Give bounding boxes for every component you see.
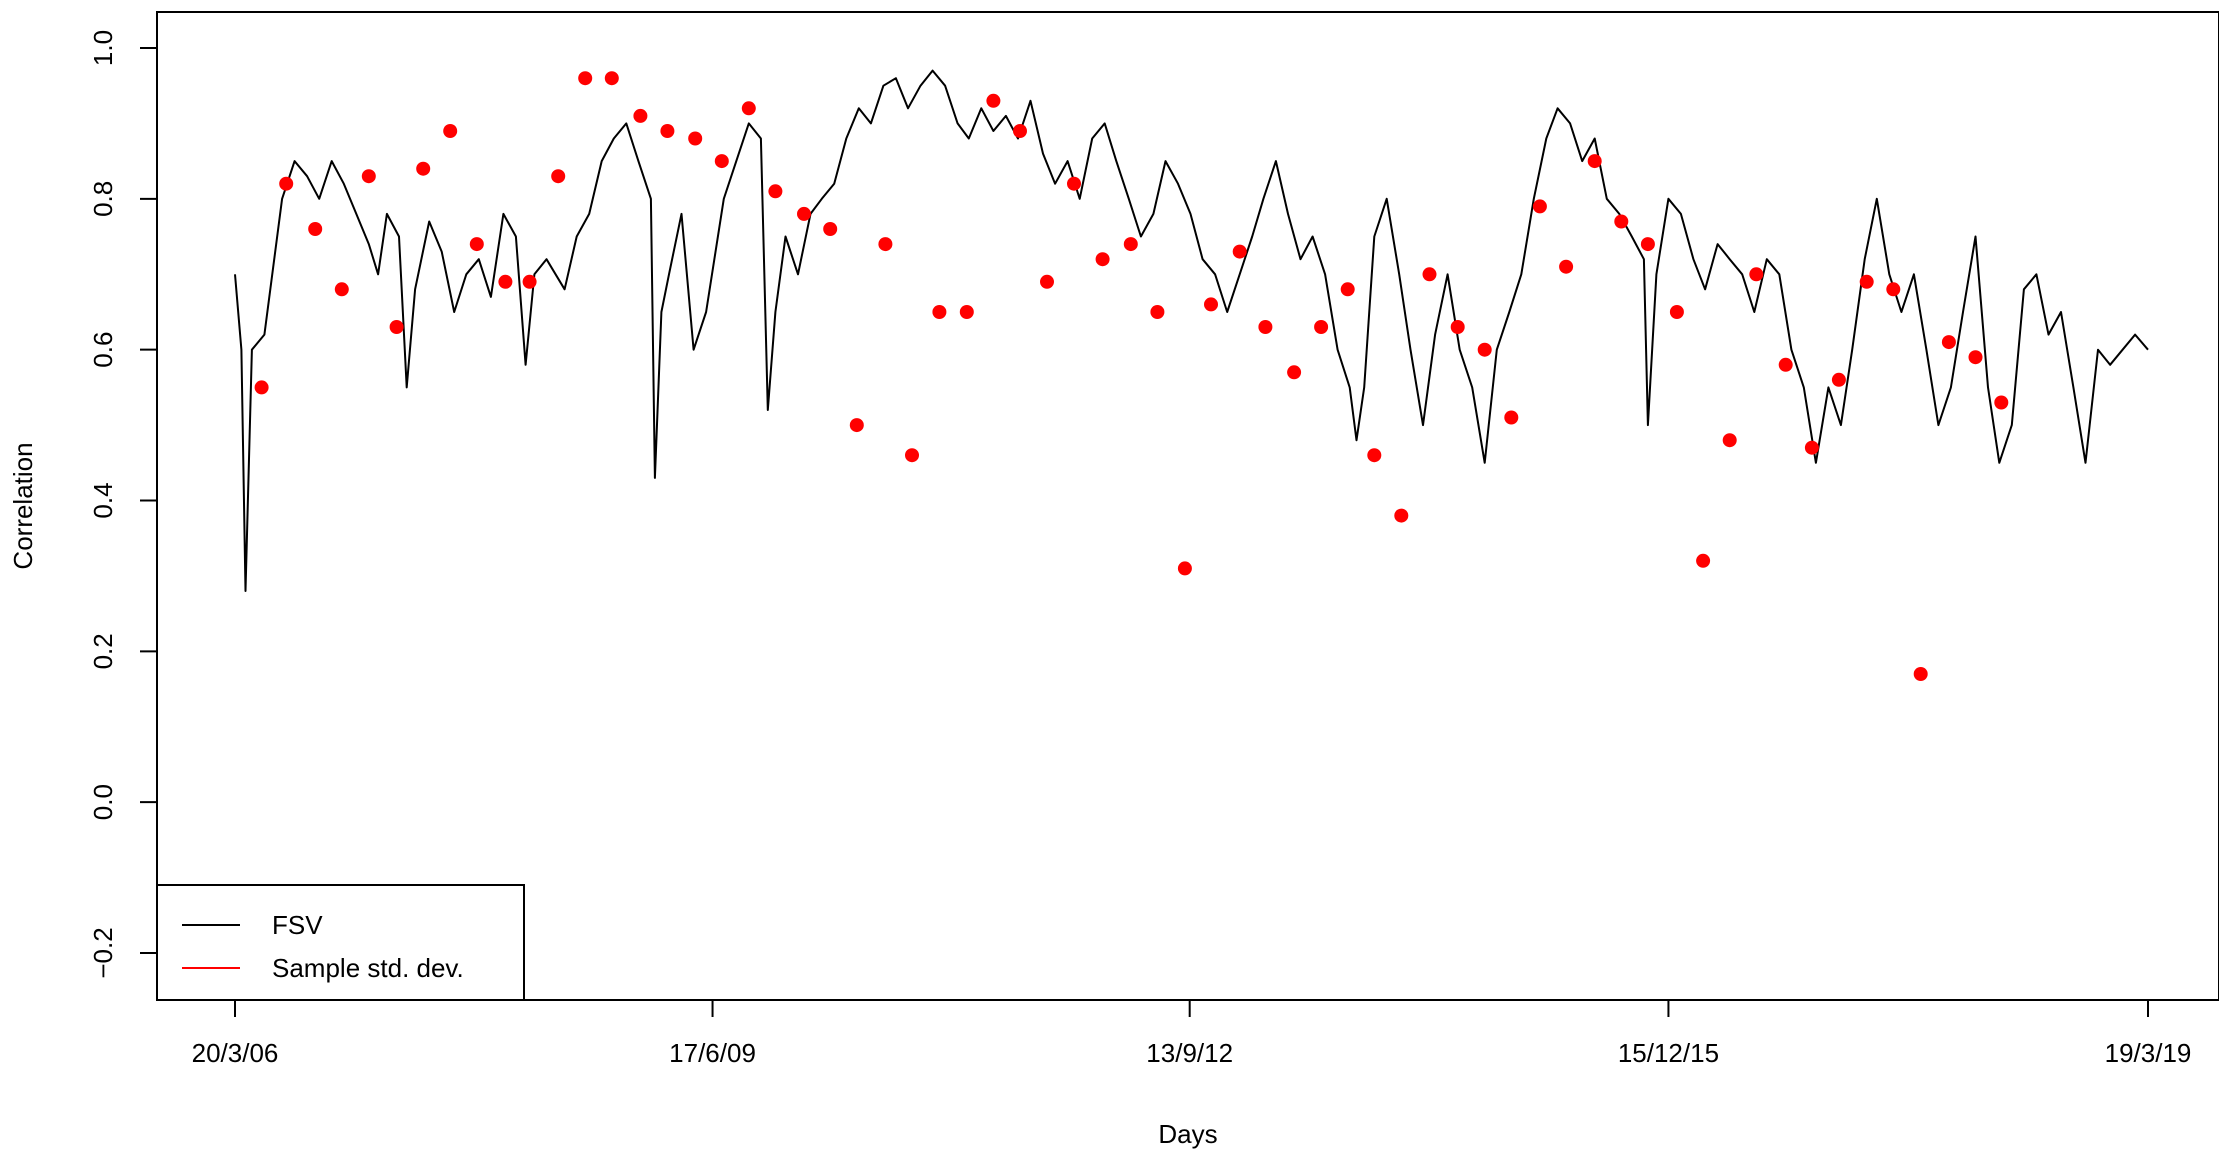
sample-std-dev-point	[1394, 508, 1409, 523]
x-tick-label: 20/3/06	[192, 1038, 279, 1068]
sample-std-dev-point	[1859, 274, 1874, 289]
y-tick-label: 1.0	[88, 30, 118, 66]
series-line-fsv	[234, 69, 2149, 592]
y-tick-label: 0.0	[88, 784, 118, 820]
y-tick-label: 0.4	[88, 482, 118, 518]
x-axis-label: Days	[1158, 1119, 1217, 1149]
sample-std-dev-point	[1340, 282, 1355, 297]
sample-std-dev-point	[986, 93, 1001, 108]
x-tick-label: 15/12/15	[1618, 1038, 1719, 1068]
sample-std-dev-point	[768, 184, 783, 199]
sample-std-dev-point	[1614, 214, 1629, 229]
sample-std-dev-point	[254, 380, 269, 395]
sample-std-dev-point	[714, 154, 729, 169]
sample-std-dev-point	[1831, 372, 1846, 387]
sample-std-dev-point	[443, 124, 458, 138]
sample-std-dev-point	[604, 71, 619, 86]
sample-std-dev-point	[1013, 124, 1027, 138]
sample-std-dev-point	[334, 282, 349, 297]
sample-std-dev-point	[1640, 237, 1655, 252]
sample-std-dev-point	[1177, 561, 1192, 576]
sample-std-dev-point	[688, 131, 703, 146]
sample-std-dev-point	[361, 169, 376, 184]
sample-std-dev-point	[1204, 297, 1218, 312]
sample-std-dev-point	[660, 124, 675, 138]
y-tick-label: 0.6	[88, 332, 118, 368]
sample-std-dev-point	[1587, 154, 1602, 169]
sample-std-dev-point	[932, 305, 947, 319]
y-axis: −0.2 0.0 0.2 0.4 0.6 0.8 1.0	[88, 30, 158, 979]
sample-std-dev-point	[1067, 176, 1081, 191]
legend-label-fsv: FSV	[272, 910, 323, 940]
sample-std-dev-point	[279, 176, 294, 191]
sample-std-dev-point	[1422, 267, 1437, 282]
sample-std-dev-point	[633, 108, 648, 123]
sample-std-dev-point	[959, 305, 974, 319]
sample-std-dev-point	[1669, 305, 1684, 319]
sample-std-dev-point	[741, 101, 756, 116]
y-axis-label: Correlation	[8, 442, 38, 569]
sample-std-dev-point	[1886, 282, 1901, 297]
sample-std-dev-point	[389, 320, 404, 334]
sample-std-dev-point	[1804, 440, 1819, 455]
sample-std-dev-point	[905, 448, 919, 463]
sample-std-dev-point	[1532, 199, 1547, 214]
sample-std-dev-point	[797, 206, 811, 221]
sample-std-dev-point	[1232, 244, 1247, 259]
sample-std-dev-point	[1778, 357, 1793, 372]
sample-std-dev-point	[1994, 395, 2009, 410]
x-tick-label: 19/3/19	[2105, 1038, 2192, 1068]
sample-std-dev-point	[469, 237, 484, 252]
sample-std-dev-point	[1722, 433, 1737, 448]
sample-std-dev-point	[1258, 320, 1273, 334]
sample-std-dev-point	[1559, 259, 1574, 274]
sample-std-dev-point	[416, 161, 431, 176]
sample-std-dev-point	[1749, 267, 1764, 282]
sample-std-dev-point	[1504, 410, 1519, 425]
legend-box	[156, 884, 525, 1001]
sample-std-dev-point	[849, 418, 864, 433]
x-axis: 20/3/06 17/6/09 13/9/12 15/12/15 19/3/19	[192, 999, 2192, 1068]
sample-std-dev-point	[1968, 350, 1983, 365]
x-tick-label: 17/6/09	[669, 1038, 756, 1068]
legend-label-sample-std-dev: Sample std. dev.	[272, 953, 464, 983]
sample-std-dev-point	[578, 71, 593, 86]
sample-std-dev-point	[1696, 553, 1711, 568]
sample-std-dev-point	[522, 274, 537, 289]
y-tick-label: 0.2	[88, 633, 118, 669]
sample-std-dev-point	[551, 169, 566, 184]
sample-std-dev-point	[1040, 274, 1054, 289]
sample-std-dev-point	[308, 222, 323, 236]
legend: FSV Sample std. dev.	[156, 884, 525, 1001]
sample-std-dev-point	[1941, 335, 1956, 350]
sample-std-dev-point	[1477, 342, 1492, 357]
sample-std-dev-point	[1367, 448, 1382, 463]
sample-std-dev-point	[823, 222, 838, 236]
sample-std-dev-point	[1450, 320, 1465, 334]
x-tick-label: 13/9/12	[1146, 1038, 1233, 1068]
sample-std-dev-point	[1150, 305, 1165, 319]
sample-std-dev-point	[1314, 320, 1329, 334]
sample-std-dev-point	[1287, 365, 1302, 380]
sample-std-dev-point	[1913, 667, 1928, 681]
y-tick-label: 0.8	[88, 181, 118, 217]
plot-area	[234, 69, 2149, 681]
sample-std-dev-point	[1123, 237, 1138, 252]
sample-std-dev-point	[878, 237, 893, 252]
sample-std-dev-point	[1095, 252, 1110, 267]
y-tick-label: −0.2	[88, 927, 118, 978]
sample-std-dev-point	[498, 274, 513, 289]
